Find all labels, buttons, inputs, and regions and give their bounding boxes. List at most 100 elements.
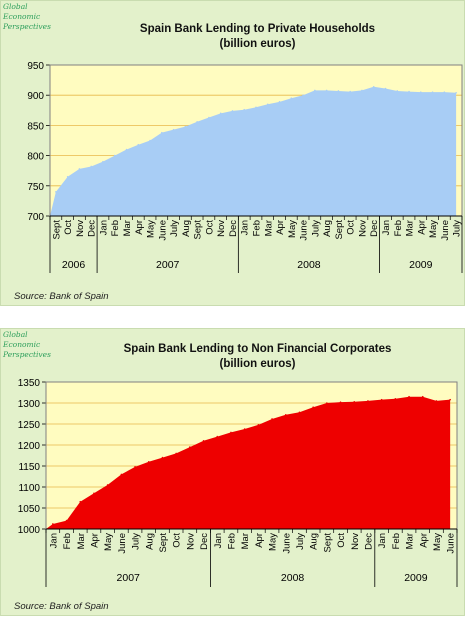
series-area <box>46 396 451 529</box>
x-tick-label: June <box>446 533 457 554</box>
data-point <box>79 500 82 503</box>
data-point <box>326 402 328 404</box>
data-point <box>120 473 123 476</box>
data-point <box>93 492 95 495</box>
data-point <box>367 400 369 402</box>
source-note: Source: Bank of Spain <box>14 601 109 612</box>
x-tick-label: Nov <box>185 533 196 550</box>
x-tick-label: Jan <box>240 220 251 235</box>
x-tick-label: May <box>432 533 443 551</box>
data-point <box>66 175 69 178</box>
data-point <box>302 94 304 96</box>
x-tick-label: Apr <box>275 220 286 235</box>
data-point <box>339 401 342 403</box>
chart-title: Spain Bank Lending to Private Households… <box>61 22 454 52</box>
data-point <box>161 131 163 134</box>
data-point <box>196 120 198 123</box>
x-tick-label: Nov <box>357 220 368 237</box>
data-point <box>312 406 314 408</box>
x-tick-label: Nov <box>216 220 227 237</box>
y-tick-label: 800 <box>27 152 44 163</box>
x-tick-label: July <box>131 533 142 550</box>
x-tick-label: Oct <box>204 220 215 235</box>
x-tick-label: Sept <box>334 220 345 240</box>
x-tick-label: Mar <box>122 220 133 236</box>
x-tick-label: Sept <box>193 220 204 240</box>
year-label: 2006 <box>62 259 86 271</box>
data-point <box>172 128 175 131</box>
x-tick-label: Jan <box>381 220 392 235</box>
data-point <box>189 446 191 448</box>
y-tick-label: 1100 <box>18 483 40 494</box>
x-tick-label: May <box>103 533 114 551</box>
year-label: 2008 <box>281 572 305 584</box>
x-tick-label: July <box>452 220 463 237</box>
chart-subtitle: (billion euros) <box>219 38 296 50</box>
data-point <box>408 90 410 93</box>
data-point <box>284 413 287 416</box>
x-tick-label: Oct <box>172 533 183 548</box>
x-tick-label: Jan <box>48 533 59 548</box>
x-tick-label: Apr <box>89 533 100 548</box>
data-point <box>266 103 269 106</box>
x-tick-label: Mar <box>405 533 416 549</box>
x-tick-label: May <box>268 533 279 551</box>
x-tick-label: Mar <box>263 220 274 236</box>
data-point <box>435 400 438 402</box>
data-point <box>372 85 375 88</box>
data-point <box>361 89 363 92</box>
data-point <box>184 125 187 128</box>
year-label: 2007 <box>156 259 180 271</box>
data-point <box>455 91 457 94</box>
data-point <box>125 148 128 151</box>
data-point <box>90 165 92 168</box>
data-point <box>147 461 150 463</box>
x-tick-label: Apr <box>254 533 265 548</box>
x-tick-label: Feb <box>393 220 404 236</box>
x-tick-label: Apr <box>134 220 145 235</box>
chart-title-text: Spain Bank Lending to Private Households <box>139 23 376 35</box>
x-tick-label: Apr <box>416 220 427 235</box>
data-point <box>349 90 351 93</box>
x-tick-label: May <box>287 220 298 238</box>
x-tick-label: Mar <box>405 220 416 236</box>
year-label: 2008 <box>297 259 321 271</box>
y-tick-label: 1300 <box>18 399 41 410</box>
year-label: 2007 <box>117 572 141 584</box>
data-point <box>449 398 451 401</box>
x-tick-label: Jan <box>377 533 388 548</box>
data-point <box>243 108 246 111</box>
x-tick-label: June <box>299 220 310 241</box>
data-point <box>255 106 257 109</box>
data-point <box>337 90 340 92</box>
y-tick-label: 1250 <box>18 420 41 431</box>
data-point <box>271 418 273 420</box>
data-point <box>421 395 424 398</box>
x-tick-label: Aug <box>309 533 320 550</box>
y-tick-label: 1050 <box>18 504 41 515</box>
x-tick-label: Sept <box>51 220 62 240</box>
x-tick-label: Mar <box>240 533 251 549</box>
year-label: 2009 <box>409 259 433 271</box>
x-tick-label: Nov <box>350 533 361 550</box>
x-tick-label: Oct <box>336 533 347 548</box>
y-tick-label: 1000 <box>18 525 41 536</box>
data-point <box>420 91 422 93</box>
x-tick-label: July <box>169 220 180 237</box>
x-tick-label: Dec <box>87 220 98 237</box>
data-point <box>230 431 232 434</box>
data-point <box>443 91 446 93</box>
data-point <box>396 90 399 92</box>
x-tick-label: Oct <box>63 220 74 235</box>
x-tick-label: Jan <box>213 533 224 548</box>
x-tick-label: Dec <box>199 533 210 550</box>
data-point <box>52 523 54 525</box>
brand-logo: Global Economic Perspectives <box>3 2 51 31</box>
x-tick-label: June <box>117 533 128 554</box>
x-tick-label: Feb <box>62 533 73 549</box>
data-point <box>78 168 81 170</box>
data-point <box>208 116 210 119</box>
data-point <box>216 435 219 438</box>
